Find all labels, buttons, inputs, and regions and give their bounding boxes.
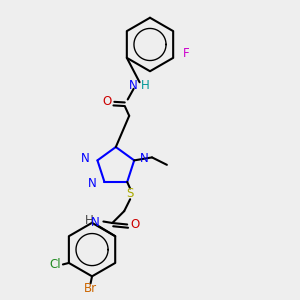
Text: N: N [91,216,100,229]
Text: H: H [85,214,94,227]
Text: O: O [130,218,139,231]
Text: Cl: Cl [50,258,61,271]
Text: N: N [129,79,138,92]
Text: N: N [140,152,148,165]
Text: H: H [141,79,150,92]
Text: Br: Br [84,282,97,295]
Text: N: N [88,177,97,190]
Text: O: O [102,95,112,108]
Text: N: N [81,152,90,165]
Text: S: S [127,188,134,200]
Text: F: F [183,47,190,60]
